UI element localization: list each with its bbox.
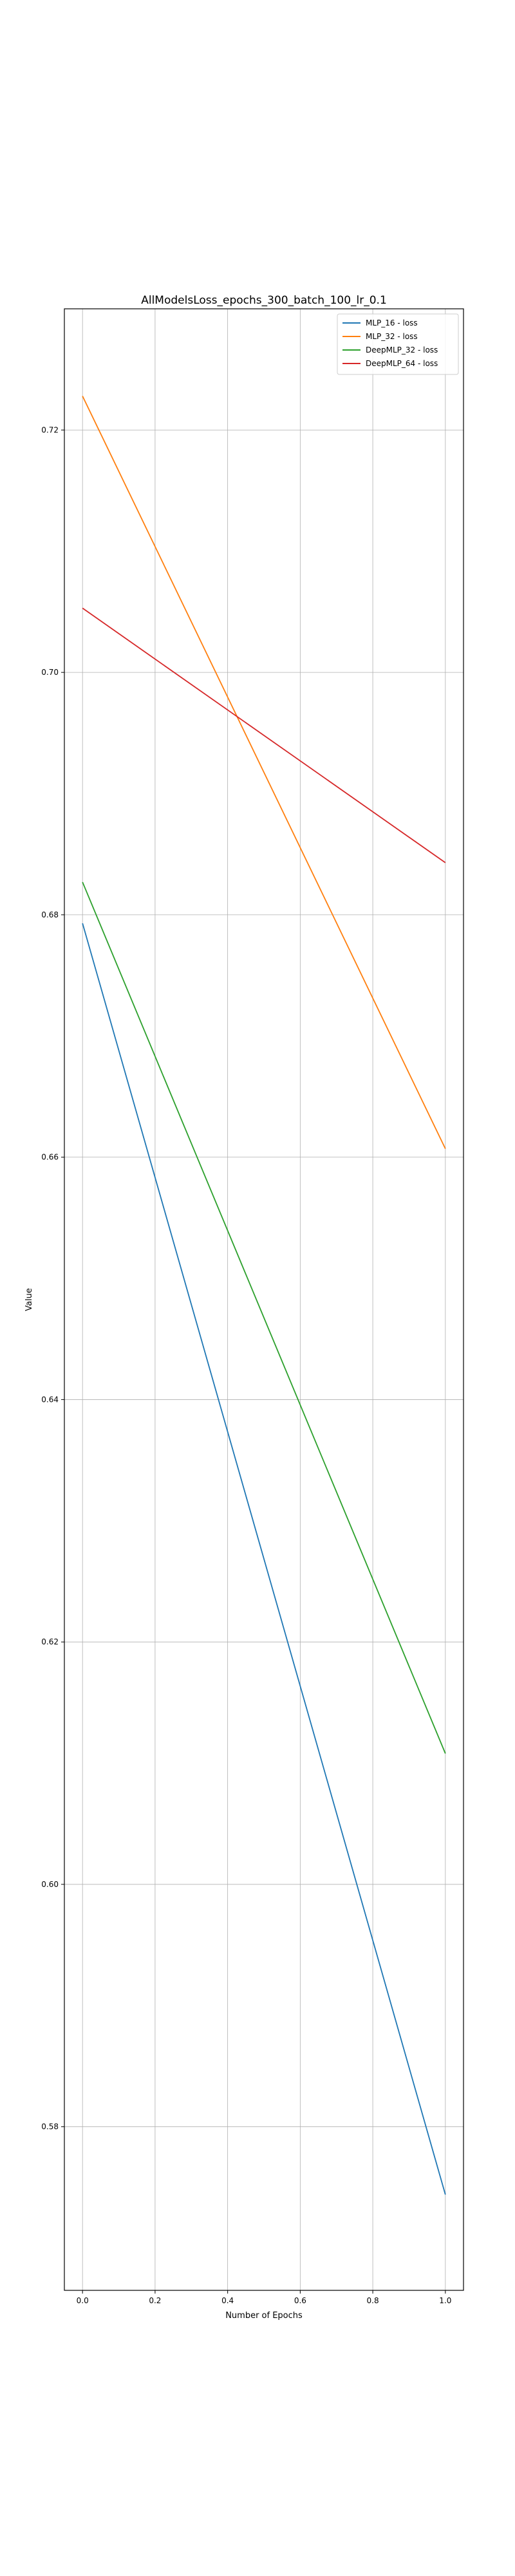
grid-lines <box>64 309 464 2290</box>
legend-box <box>337 313 459 375</box>
x-tick-label: 1.0 <box>439 2296 451 2305</box>
series-line-1 <box>82 396 446 1149</box>
x-axis-label: Number of Epochs <box>225 2311 303 2321</box>
chart-title: AllModelsLoss_epochs_300_batch_100_lr_0.… <box>141 294 387 307</box>
y-tick-label: 0.66 <box>41 1153 59 1162</box>
y-tick-label: 0.72 <box>41 425 59 434</box>
y-tick-label: 0.62 <box>41 1637 59 1646</box>
legend-entry-label: DeepMLP_32 - loss <box>366 345 438 354</box>
legend-entry-label: DeepMLP_64 - loss <box>366 359 438 368</box>
series-line-3 <box>82 607 446 863</box>
series-lines <box>82 396 446 2195</box>
y-tick-label: 0.58 <box>41 2122 59 2131</box>
y-axis-label: Value <box>24 1288 34 1311</box>
legend: MLP_16 - loss MLP_32 - loss DeepMLP_32 - l… <box>337 313 459 375</box>
y-tick-label: 0.68 <box>41 910 59 919</box>
series-line-2 <box>82 881 446 1754</box>
y-tick-label: 0.64 <box>41 1395 59 1404</box>
y-tick-label: 0.70 <box>41 668 59 677</box>
x-tick-label: 0.4 <box>221 2296 234 2305</box>
legend-entry-label: MLP_16 - loss <box>366 318 418 327</box>
y-tick-label: 0.60 <box>41 1880 59 1889</box>
x-tick-label: 0.2 <box>149 2296 161 2305</box>
x-tick-label: 0.6 <box>294 2296 306 2305</box>
legend-entry-label: MLP_32 - loss <box>366 332 418 341</box>
x-tick-label: 0.0 <box>77 2296 89 2305</box>
series-line-0 <box>82 923 446 2195</box>
axis-ticks: 0.0 0.2 0.4 0.6 0.8 1.0 0.58 0.60 0.62 0.64 0.66 0.… <box>41 425 451 2305</box>
x-tick-label: 0.8 <box>367 2296 379 2305</box>
plot-area-frame <box>64 308 464 2291</box>
